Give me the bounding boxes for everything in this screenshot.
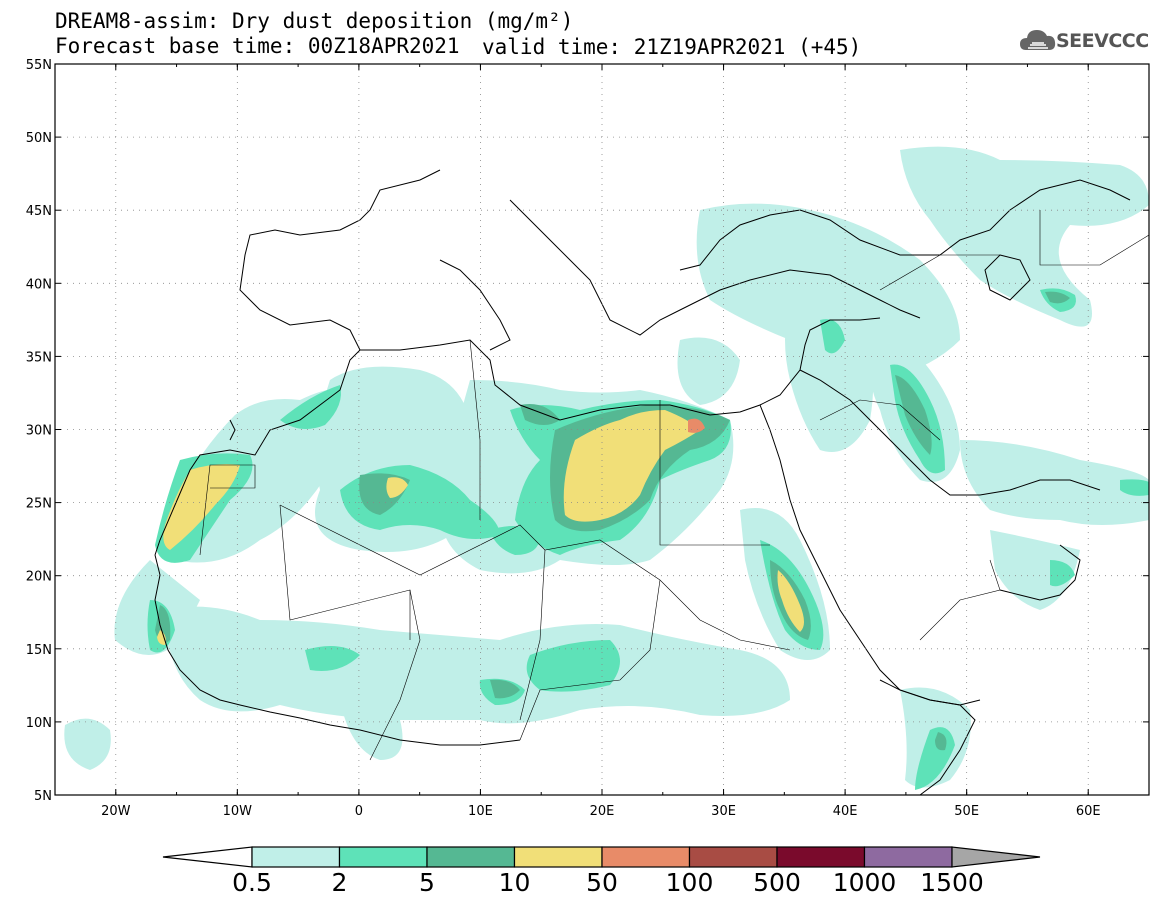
cloud-icon <box>1020 30 1056 50</box>
latitude-labels: 5N 10N 15N 20N 25N 30N 35N 40N 45N 50N 55N <box>26 58 52 804</box>
lat-tick-label: 35N <box>26 350 52 365</box>
lat-lon-grid <box>55 64 1149 795</box>
colorbar-swatch <box>513 846 603 868</box>
longitude-labels: 20W 10W 0 10E 20E 30E 40E 50E 60E <box>101 804 1101 819</box>
country-borders <box>199 210 1149 761</box>
lat-tick-label: 45N <box>26 204 52 219</box>
dust-level-10-50 <box>157 410 804 645</box>
coastlines <box>154 169 1131 795</box>
lat-tick-label: 25N <box>26 497 52 512</box>
axis-ticks <box>54 63 1150 796</box>
lat-tick-label: 10N <box>26 716 52 731</box>
colorbar-label: 500 <box>753 868 801 897</box>
lon-tick-label: 10W <box>223 804 253 819</box>
lon-tick-label: 20W <box>101 804 131 819</box>
colorbar <box>162 846 1041 868</box>
lat-tick-label: 50N <box>26 131 52 146</box>
colorbar-swatch <box>601 846 691 868</box>
lon-tick-label: 60E <box>1076 804 1101 819</box>
logo-text: SEEVCCC <box>1056 30 1149 52</box>
lon-tick-label: 30E <box>711 804 736 819</box>
colorbar-under-arrow <box>162 846 253 868</box>
dust-level-50-100 <box>688 418 705 433</box>
lat-tick-label: 20N <box>26 570 52 585</box>
colorbar-over-arrow <box>951 846 1041 868</box>
colorbar-label: 2 <box>331 868 348 897</box>
colorbar-label: 1500 <box>920 868 984 897</box>
lat-tick-label: 30N <box>26 424 52 439</box>
forecast-base-time: Forecast base time: 00Z18APR2021 <box>55 34 460 58</box>
lat-tick-label: 55N <box>26 58 52 73</box>
lat-tick-label: 40N <box>26 277 52 292</box>
valid-time: valid time: 21Z19APR2021 (+45) <box>482 35 862 59</box>
lon-tick-label: 0 <box>355 804 363 819</box>
colorbar-swatch <box>776 846 866 868</box>
colorbar-swatch <box>338 846 428 868</box>
colorbar-swatch <box>251 846 341 868</box>
colorbar-label: 0.5 <box>232 868 272 897</box>
colorbar-label: 10 <box>498 868 531 897</box>
lon-tick-label: 20E <box>590 804 615 819</box>
colorbar-label: 1000 <box>832 868 897 897</box>
lat-tick-label: 15N <box>26 643 52 658</box>
colorbar-swatch <box>863 846 953 868</box>
lon-tick-label: 40E <box>833 804 858 819</box>
map-title: DREAM8-assim: Dry dust deposition (mg/m²… <box>55 9 574 33</box>
lat-tick-label: 5N <box>34 789 52 804</box>
colorbar-label: 50 <box>586 868 618 897</box>
colorbar-label: 100 <box>665 868 714 897</box>
lon-tick-label: 10E <box>468 804 493 819</box>
colorbar-swatch <box>688 846 778 868</box>
lon-tick-label: 50E <box>954 804 979 819</box>
colorbar-label: 5 <box>419 868 435 897</box>
colorbar-swatch <box>426 846 516 868</box>
